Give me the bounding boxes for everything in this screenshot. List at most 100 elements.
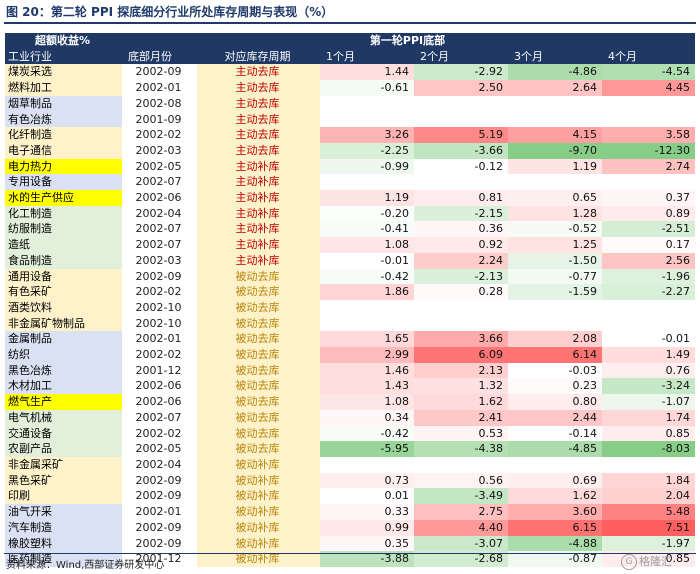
return-cell-3m: 1.25 (508, 237, 602, 253)
return-cell-1m: 1.46 (320, 362, 414, 379)
table-row: 酒类饮料 2002-10 被动去库 (5, 299, 696, 316)
cycle-column-header: 对应库存周期 (197, 48, 320, 65)
return-cell-3m: -0.03 (508, 362, 602, 379)
return-cell-3m: 1.28 (508, 205, 602, 222)
industry-cell: 橡胶塑料 (5, 535, 122, 552)
month-cell: 2002-06 (135, 379, 182, 393)
table-row: 医药制造 2001-12 被动补库 -3.88 -2.68 -0.87 0.85 (5, 551, 696, 567)
month-cell: 2002-10 (135, 316, 182, 330)
return-cell-1m: 1.08 (320, 237, 414, 253)
return-cell-2m: -2.15 (414, 205, 508, 222)
period-4m-header: 4个月 (602, 48, 696, 65)
month-cell: 2002-02 (135, 128, 182, 142)
cycle-cell: 主动去库 (197, 111, 320, 128)
table-row: 有色采矿 2002-02 被动去库 1.86 0.28 -1.59 -2.27 (5, 284, 696, 300)
return-cell-3m (508, 299, 602, 316)
return-cell-4m: -1.96 (602, 268, 696, 285)
table-row: 造纸 2002-07 主动补库 1.08 0.92 1.25 0.17 (5, 237, 696, 253)
return-cell-1m: 1.65 (320, 331, 414, 348)
cycle-cell: 被动去库 (197, 315, 320, 332)
return-cell-1m: 2.99 (320, 347, 414, 363)
industry-cell: 医药制造 (5, 551, 122, 567)
industry-cell: 印刷 (5, 488, 122, 505)
cycle-cell: 被动补库 (197, 504, 320, 520)
return-cell-2m: 0.92 (414, 237, 508, 253)
cycle-cell: 主动补库 (197, 221, 320, 238)
return-cell-1m: -0.41 (320, 221, 414, 238)
table-row: 木材加工 2002-06 被动去库 1.43 1.32 0.23 -3.24 (5, 378, 696, 395)
month-cell: 2002-04 (135, 457, 182, 471)
return-cell-1m (320, 111, 414, 128)
return-cell-1m: 1.19 (320, 190, 414, 206)
industry-cell: 专用设备 (5, 174, 122, 191)
cycle-cell: 被动补库 (197, 551, 320, 567)
industry-cell: 纺服制造 (5, 221, 122, 238)
return-cell-3m: 0.80 (508, 394, 602, 410)
return-cell-3m: -1.50 (508, 252, 602, 269)
return-cell-2m: 2.13 (414, 362, 508, 379)
month-cell: 2002-02 (135, 285, 182, 299)
return-cell-1m: -0.01 (320, 252, 414, 269)
cycle-cell: 主动补库 (197, 190, 320, 206)
cycle-cell: 被动去库 (197, 268, 320, 285)
industry-cell: 燃气生产 (5, 394, 122, 410)
cycle-cell: 被动补库 (197, 456, 320, 473)
return-cell-1m: -0.61 (320, 80, 414, 96)
return-cell-2m: 0.53 (414, 425, 508, 442)
return-cell-2m (414, 299, 508, 316)
return-cell-3m: 6.14 (508, 347, 602, 363)
return-cell-3m: -1.59 (508, 284, 602, 300)
period-3m-header: 3个月 (508, 48, 602, 65)
return-cell-4m: -1.07 (602, 394, 696, 410)
return-cell-2m: 6.09 (414, 347, 508, 363)
month-cell: 2002-07 (135, 410, 182, 424)
return-cell-4m: -2.51 (602, 221, 696, 238)
return-cell-1m (320, 299, 414, 316)
return-cell-2m: 0.81 (414, 190, 508, 206)
return-cell-4m: 1.74 (602, 409, 696, 426)
cycle-cell: 主动去库 (197, 142, 320, 159)
month-cell: 2002-05 (135, 159, 182, 173)
return-cell-1m: -3.88 (320, 551, 414, 567)
industry-cell: 酒类饮料 (5, 299, 122, 316)
month-cell: 2002-08 (135, 96, 182, 110)
return-cell-3m: -4.85 (508, 441, 602, 457)
table-row: 烟草制品 2002-08 主动去库 (5, 95, 696, 112)
cycle-cell: 主动去库 (197, 64, 320, 81)
cycle-cell: 主动去库 (197, 127, 320, 143)
return-cell-2m: 0.36 (414, 221, 508, 238)
return-cell-4m: 0.85 (602, 425, 696, 442)
month-cell: 2002-02 (135, 348, 182, 362)
month-cell: 2001-09 (135, 112, 182, 126)
return-cell-2m: 2.41 (414, 409, 508, 426)
table-row: 汽车制造 2002-09 被动补库 0.99 4.40 6.15 7.51 (5, 519, 696, 536)
industry-cell: 农副产品 (5, 441, 122, 457)
cycle-cell: 被动去库 (197, 299, 320, 316)
industry-cell: 有色冶炼 (5, 111, 122, 128)
return-cell-3m: 1.19 (508, 158, 602, 175)
industry-cell: 黑色冶炼 (5, 362, 122, 379)
return-cell-2m: 5.19 (414, 127, 508, 143)
return-cell-2m: -2.68 (414, 551, 508, 567)
return-cell-2m: 1.32 (414, 378, 508, 395)
month-cell: 2002-07 (135, 175, 182, 189)
return-cell-4m: 0.17 (602, 237, 696, 253)
return-cell-4m: 7.51 (602, 519, 696, 536)
table-row: 化纤制造 2002-02 主动去库 3.26 5.19 4.15 3.58 (5, 127, 696, 143)
return-cell-2m (414, 111, 508, 128)
excess-return-header: 超额收益% (5, 33, 122, 49)
return-cell-4m: 1.49 (602, 347, 696, 363)
return-cell-3m (508, 315, 602, 332)
industry-cell: 电子通信 (5, 142, 122, 159)
return-cell-4m: -8.03 (602, 441, 696, 457)
return-cell-3m: -4.88 (508, 535, 602, 552)
footer-rule (4, 553, 696, 554)
return-cell-4m: 0.37 (602, 190, 696, 206)
industry-cell: 交通设备 (5, 425, 122, 442)
return-cell-4m (602, 111, 696, 128)
watermark-text: 格隆汇 (639, 555, 672, 568)
table-row: 水的生产供应 2002-06 主动补库 1.19 0.81 0.65 0.37 (5, 190, 696, 206)
cycle-cell: 被动去库 (197, 378, 320, 395)
month-cell: 2002-09 (135, 536, 182, 550)
cycle-cell: 被动补库 (197, 488, 320, 505)
